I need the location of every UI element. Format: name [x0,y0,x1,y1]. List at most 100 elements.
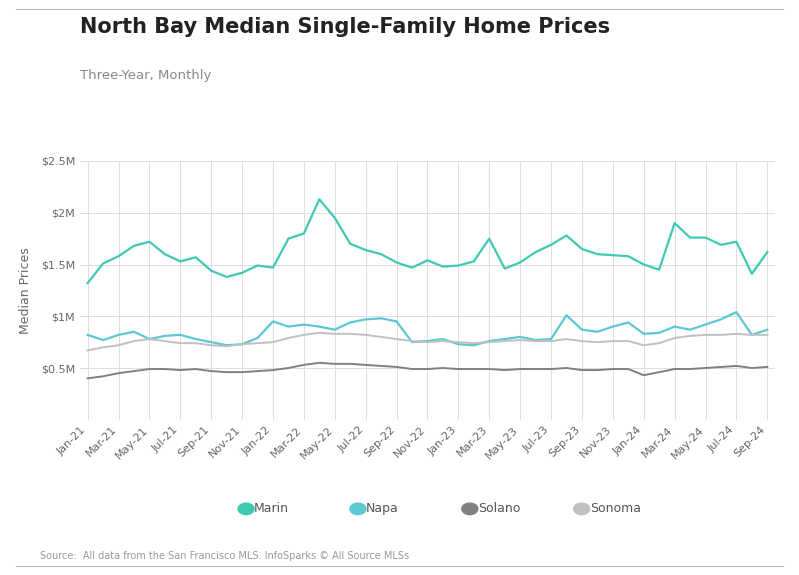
Sonoma [623,338,633,344]
Sonoma [83,347,93,354]
Solano [454,366,463,373]
Sonoma [515,336,525,343]
Solano [531,366,540,373]
Napa [222,342,232,348]
Y-axis label: Median Prices: Median Prices [19,247,32,334]
Solano [686,366,695,373]
Solano [129,367,139,374]
Napa [407,339,417,346]
Solano [176,367,185,374]
Sonoma [176,340,185,347]
Solano [83,375,93,382]
Napa [315,323,324,330]
Solano [345,361,355,367]
Napa [701,321,710,328]
Sonoma [500,338,510,344]
Solano [701,365,710,371]
Line: Napa: Napa [88,312,767,345]
Napa [547,336,556,343]
Text: Marin: Marin [254,503,289,515]
Marin [392,259,401,266]
Marin [547,242,556,248]
Napa [361,316,371,323]
Sonoma [670,335,679,342]
Solano [98,373,108,380]
Marin [716,242,725,248]
Napa [345,319,355,326]
Sonoma [407,338,417,344]
Napa [423,338,432,344]
Line: Solano: Solano [88,363,767,378]
Napa [593,328,602,335]
Napa [376,315,386,322]
Marin [98,260,108,267]
Sonoma [654,340,664,347]
Napa [670,323,679,330]
Marin [608,252,618,259]
Text: Sonoma: Sonoma [590,503,641,515]
Marin [345,240,355,247]
Line: Sonoma: Sonoma [88,333,767,350]
Sonoma [732,331,741,338]
Napa [206,339,216,346]
Napa [268,318,278,325]
Marin [593,251,602,258]
Sonoma [531,338,540,344]
Napa [608,323,618,330]
Text: Napa: Napa [366,503,399,515]
Napa [129,328,139,335]
Sonoma [762,331,772,338]
Napa [623,319,633,326]
Solano [562,365,571,371]
Napa [562,312,571,319]
Marin [330,214,340,221]
Marin [423,257,432,264]
Solano [654,369,664,375]
Solano [407,366,417,373]
Napa [654,329,664,336]
Marin [531,248,540,255]
Marin [268,264,278,271]
Marin [484,235,494,242]
Sonoma [268,339,278,346]
Sonoma [98,344,108,351]
Marin [222,274,232,281]
Marin [284,235,293,242]
Marin [686,234,695,241]
Sonoma [315,329,324,336]
Sonoma [438,338,447,344]
Napa [577,326,586,333]
Sonoma [608,338,618,344]
Marin [299,230,308,237]
Solano [113,370,123,377]
Solano [330,361,340,367]
Napa [454,341,463,348]
Solano [716,363,725,370]
Napa [83,331,93,338]
Marin [361,247,371,254]
Sonoma [237,341,247,348]
Text: Solano: Solano [478,503,520,515]
Napa [469,342,479,348]
Solano [608,366,618,373]
Napa [392,318,401,325]
Sonoma [330,331,340,338]
Napa [113,331,123,338]
Marin [623,253,633,260]
Solano [145,366,154,373]
Sonoma [191,340,201,347]
Marin [577,246,586,252]
Napa [176,331,185,338]
Napa [299,321,308,328]
Marin [469,258,479,265]
Marin [129,243,139,250]
Marin [145,238,154,245]
Napa [191,336,201,343]
Sonoma [361,331,371,338]
Solano [392,363,401,370]
Solano [237,369,247,375]
Solano [484,366,494,373]
Solano [268,367,278,374]
Napa [284,323,293,330]
Sonoma [392,336,401,343]
